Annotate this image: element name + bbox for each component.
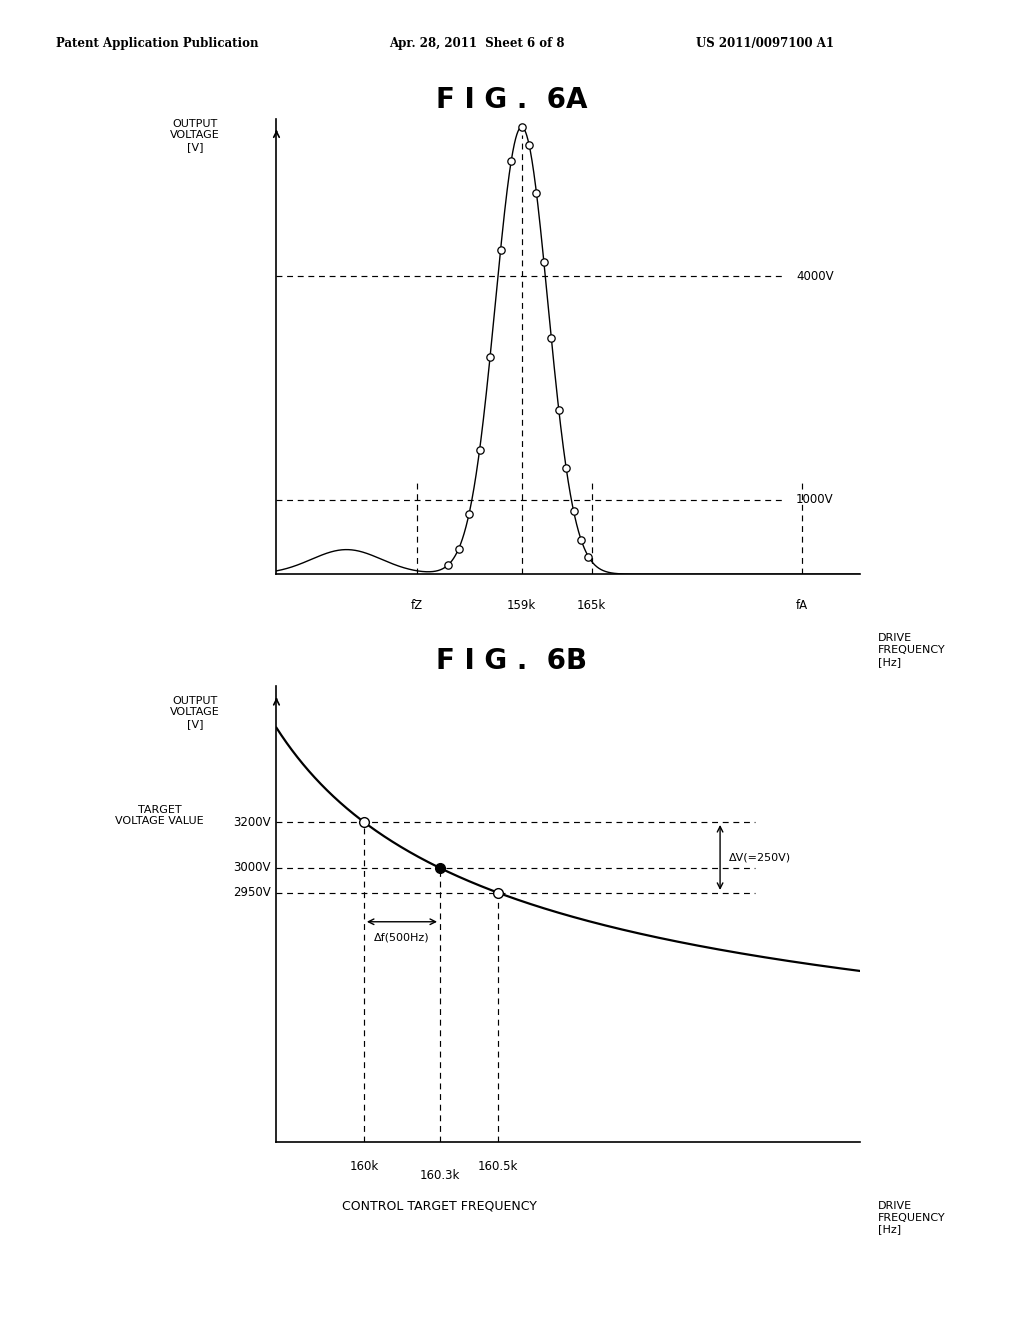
Text: 4000V: 4000V bbox=[796, 269, 834, 282]
Text: DRIVE
FREQUENCY
[Hz]: DRIVE FREQUENCY [Hz] bbox=[878, 634, 945, 667]
Text: 160.3k: 160.3k bbox=[420, 1168, 460, 1181]
Text: 3000V: 3000V bbox=[233, 862, 270, 874]
Point bbox=[451, 539, 467, 560]
Point bbox=[572, 529, 589, 550]
Text: OUTPUT
VOLTAGE
[V]: OUTPUT VOLTAGE [V] bbox=[170, 119, 219, 152]
Text: 3200V: 3200V bbox=[233, 816, 270, 829]
Text: 2950V: 2950V bbox=[232, 886, 270, 899]
Text: US 2011/0097100 A1: US 2011/0097100 A1 bbox=[696, 37, 835, 50]
Text: F I G .  6A: F I G . 6A bbox=[436, 86, 588, 114]
Point bbox=[565, 500, 582, 521]
Text: fZ: fZ bbox=[411, 599, 423, 612]
Text: 159k: 159k bbox=[507, 599, 537, 612]
Text: OUTPUT
VOLTAGE
[V]: OUTPUT VOLTAGE [V] bbox=[170, 696, 219, 729]
Text: F I G .  6B: F I G . 6B bbox=[436, 647, 588, 675]
Text: Apr. 28, 2011  Sheet 6 of 8: Apr. 28, 2011 Sheet 6 of 8 bbox=[389, 37, 564, 50]
Point bbox=[521, 135, 538, 156]
Text: 1000V: 1000V bbox=[796, 494, 834, 506]
Text: 160k: 160k bbox=[349, 1160, 379, 1173]
Text: CONTROL TARGET FREQUENCY: CONTROL TARGET FREQUENCY bbox=[342, 1200, 538, 1213]
Point bbox=[482, 346, 499, 367]
Text: DRIVE
FREQUENCY
[Hz]: DRIVE FREQUENCY [Hz] bbox=[878, 1201, 945, 1234]
Text: Patent Application Publication: Patent Application Publication bbox=[56, 37, 259, 50]
Text: ΔV(=250V): ΔV(=250V) bbox=[729, 853, 791, 862]
Point bbox=[581, 546, 597, 568]
Point bbox=[440, 554, 457, 576]
Text: 165k: 165k bbox=[578, 599, 606, 612]
Text: Δf(500Hz): Δf(500Hz) bbox=[374, 932, 430, 942]
Point bbox=[558, 458, 574, 479]
Point bbox=[471, 440, 487, 461]
Point bbox=[528, 182, 545, 203]
Text: fA: fA bbox=[796, 599, 808, 612]
Point bbox=[536, 252, 552, 273]
Text: 160.5k: 160.5k bbox=[478, 1160, 518, 1173]
Point bbox=[503, 150, 519, 172]
Point bbox=[513, 116, 529, 137]
Point bbox=[493, 239, 509, 260]
Text: TARGET
VOLTAGE VALUE: TARGET VOLTAGE VALUE bbox=[116, 805, 204, 826]
Point bbox=[551, 399, 567, 420]
Point bbox=[461, 503, 477, 524]
Point bbox=[543, 327, 559, 348]
